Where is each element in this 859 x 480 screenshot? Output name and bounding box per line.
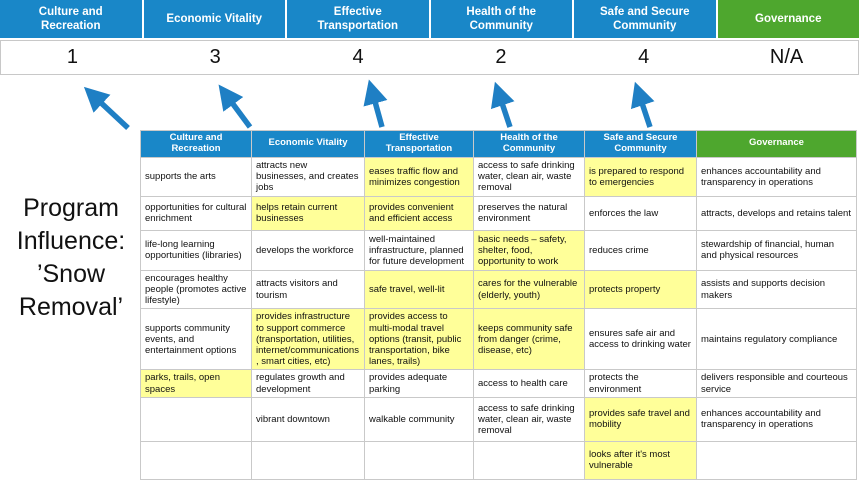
matrix-cell-empty (697, 441, 857, 479)
matrix-cell-provides-infrastructure-to-support-comme: provides infrastructure to support comme… (252, 309, 365, 370)
matrix-row-5: supports community events, and entertain… (141, 309, 857, 370)
matrix-cell-regulates-growth-and-development: regulates growth and development (252, 370, 365, 397)
matrix-cell-empty (252, 441, 365, 479)
matrix-cell-supports-the-arts: supports the arts (141, 157, 252, 196)
matrix-header-safe-and-secure-community: Safe and Secure Community (585, 131, 697, 158)
matrix-row-8: looks after it's most vulnerable (141, 441, 857, 479)
matrix-cell-provides-convenient-and-efficient-access: provides convenient and efficient access (365, 196, 474, 230)
up-arrow-health-icon (501, 100, 510, 127)
matrix-header-effective-transportation: Effective Transportation (365, 131, 474, 158)
matrix-cell-parks-trails-open-spaces: parks, trails, open spaces (141, 370, 252, 397)
matrix-cell-access-to-safe-drinking-water-clean-air-: access to safe drinking water, clean air… (474, 397, 585, 441)
matrix-cell-cares-for-the-vulnerable-elderly-youth: cares for the vulnerable (elderly, youth… (474, 270, 585, 309)
matrix-cell-supports-community-events-and-entertainm: supports community events, and entertain… (141, 309, 252, 370)
matrix-cell-attracts-develops-and-retains-talent: attracts, develops and retains talent (697, 196, 857, 230)
pillar-header-economic-vitality: Economic Vitality (144, 0, 286, 38)
matrix-cell-preserves-the-natural-environment: preserves the natural environment (474, 196, 585, 230)
matrix-cell-reduces-crime: reduces crime (585, 230, 697, 270)
matrix-cell-opportunities-for-cultural-enrichment: opportunities for cultural enrichment (141, 196, 252, 230)
matrix-cell-looks-after-it-s-most-vulnerable: looks after it's most vulnerable (585, 441, 697, 479)
matrix-cell-vibrant-downtown: vibrant downtown (252, 397, 365, 441)
score-value-governance: N/A (715, 41, 858, 74)
matrix-cell-protects-property: protects property (585, 270, 697, 309)
matrix-cell-enhances-accountability-and-transparency: enhances accountability and transparency… (697, 397, 857, 441)
matrix-header-culture-and-recreation: Culture and Recreation (141, 131, 252, 158)
matrix-cell-eases-traffic-flow-and-minimizes-congest: eases traffic flow and minimizes congest… (365, 157, 474, 196)
matrix-cell-keeps-community-safe-from-danger-crime-d: keeps community safe from danger (crime,… (474, 309, 585, 370)
matrix-cell-helps-retain-current-businesses: helps retain current businesses (252, 196, 365, 230)
pillar-header-health-of-the-community: Health of the Community (431, 0, 573, 38)
pillar-header-culture-and-recreation: Culture and Recreation (0, 0, 142, 38)
matrix-cell-empty (474, 441, 585, 479)
score-value-culture-and-recreation: 1 (1, 41, 144, 74)
matrix-cell-provides-access-to-multi-modal-travel-op: provides access to multi-modal travel op… (365, 309, 474, 370)
matrix-cell-life-long-learning-opportunities-librari: life-long learning opportunities (librar… (141, 230, 252, 270)
score-value-health-of-the-community: 2 (429, 41, 572, 74)
matrix-cell-walkable-community: walkable community (365, 397, 474, 441)
matrix-cell-attracts-new-businesses-and-creates-jobs: attracts new businesses, and creates job… (252, 157, 365, 196)
score-value-economic-vitality: 3 (144, 41, 287, 74)
pillar-header-safe-and-secure-community: Safe and Secure Community (574, 0, 716, 38)
up-arrow-transportation-icon (374, 98, 382, 127)
up-arrow-economic-icon (230, 100, 250, 127)
matrix-cell-ensures-safe-air-and-access-to-drinking-: ensures safe air and access to drinking … (585, 309, 697, 370)
matrix-cell-assists-and-supports-decision-makers: assists and supports decision makers (697, 270, 857, 309)
matrix-row-4: encourages healthy people (promotes acti… (141, 270, 857, 309)
matrix-cell-delivers-responsible-and-courteous-servi: delivers responsible and courteous servi… (697, 370, 857, 397)
matrix-cell-protects-the-environment: protects the environment (585, 370, 697, 397)
matrix-cell-safe-travel-well-lit: safe travel, well-lit (365, 270, 474, 309)
matrix-cell-empty (365, 441, 474, 479)
matrix-cell-encourages-healthy-people-promotes-activ: encourages healthy people (promotes acti… (141, 270, 252, 309)
matrix-cell-well-maintained-infrastructure-planned-f: well-maintained infrastructure, planned … (365, 230, 474, 270)
matrix-cell-empty (141, 441, 252, 479)
matrix-cell-enhances-accountability-and-transparency: enhances accountability and transparency… (697, 157, 857, 196)
program-influence-label: Program Influence: ’Snow Removal’ (0, 192, 142, 324)
score-value-safe-and-secure-community: 4 (572, 41, 715, 74)
matrix-cell-is-prepared-to-respond-to-emergencies: is prepared to respond to emergencies (585, 157, 697, 196)
score-value-effective-transportation: 4 (287, 41, 430, 74)
matrix-row-3: life-long learning opportunities (librar… (141, 230, 857, 270)
pillar-header-effective-transportation: Effective Transportation (287, 0, 429, 38)
matrix-cell-provides-safe-travel-and-mobility: provides safe travel and mobility (585, 397, 697, 441)
matrix-cell-enforces-the-law: enforces the law (585, 196, 697, 230)
up-arrow-culture-icon (98, 100, 128, 128)
matrix-cell-provides-adequate-parking: provides adequate parking (365, 370, 474, 397)
matrix-cell-stewardship-of-financial-human-and-physi: stewardship of financial, human and phys… (697, 230, 857, 270)
matrix-cell-develops-the-workforce: develops the workforce (252, 230, 365, 270)
matrix-cell-basic-needs-safety-shelter-food-opportun: basic needs – safety, shelter, food, opp… (474, 230, 585, 270)
matrix-cell-access-to-safe-drinking-water-clean-air-: access to safe drinking water, clean air… (474, 157, 585, 196)
matrix-cell-access-to-health-care: access to health care (474, 370, 585, 397)
matrix-cell-attracts-visitors-and-tourism: attracts visitors and tourism (252, 270, 365, 309)
pillar-header-governance: Governance (718, 0, 859, 38)
matrix-header-governance: Governance (697, 131, 857, 158)
up-arrow-safe-icon (641, 100, 650, 127)
matrix-cell-maintains-regulatory-compliance: maintains regulatory compliance (697, 309, 857, 370)
matrix-header-economic-vitality: Economic Vitality (252, 131, 365, 158)
matrix-cell-empty (141, 397, 252, 441)
matrix-header-health-of-the-community: Health of the Community (474, 131, 585, 158)
